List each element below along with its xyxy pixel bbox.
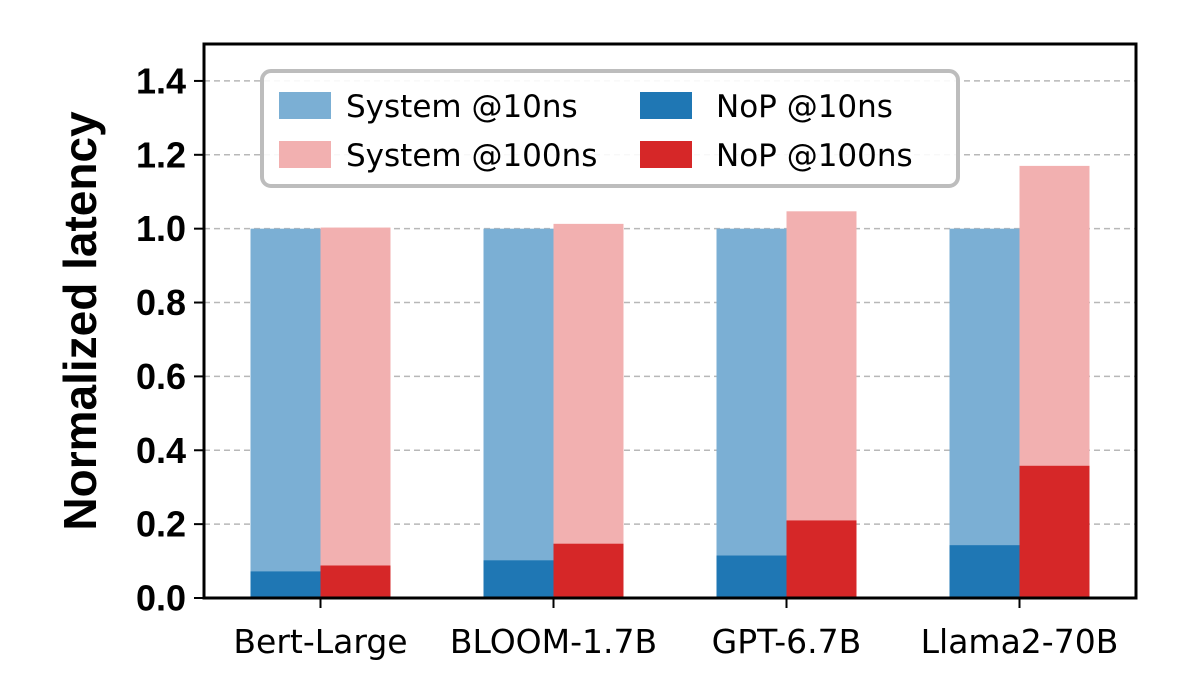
legend-swatch-nop-100ns [640, 141, 692, 168]
legend-label-nop-10ns: NoP @10ns [716, 89, 893, 125]
bar-nop-100ns [553, 543, 624, 598]
y-axis-ticks: 0.0 0.2 0.4 0.6 0.8 1.0 1.2 1.4 [136, 60, 204, 619]
y-tick-label: 1.0 [136, 208, 186, 249]
x-tick-label: Bert-Large [233, 622, 407, 661]
bar-nop-10ns [483, 560, 554, 598]
x-axis-ticks: Bert-Large BLOOM-1.7B GPT-6.7B Llama2-70B [233, 598, 1118, 661]
y-tick-label: 0.8 [136, 282, 186, 323]
bar-nop-100ns [786, 520, 857, 598]
x-tick-label: Llama2-70B [921, 622, 1119, 661]
x-tick-label: BLOOM-1.7B [450, 622, 657, 661]
bar-system-10ns [949, 228, 1020, 598]
y-tick-label: 0.2 [136, 504, 186, 545]
y-tick-label: 1.2 [136, 134, 186, 175]
bar-system-100ns [553, 223, 624, 598]
bar-system-10ns [250, 228, 321, 598]
bars [250, 165, 1090, 599]
x-tick-label: GPT-6.7B [712, 622, 862, 661]
bar-nop-100ns [1019, 465, 1090, 598]
y-tick-label: 1.4 [136, 60, 186, 101]
y-tick-label: 0.0 [136, 578, 186, 619]
bar-nop-10ns [949, 545, 1020, 598]
bar-nop-10ns [250, 571, 321, 598]
y-tick-label: 0.4 [136, 430, 186, 471]
plot-frame [202, 42, 1138, 600]
legend-label-system-100ns: System @100ns [346, 138, 597, 174]
bar-system-10ns [483, 228, 554, 598]
legend: System @10ns System @100ns NoP @10ns NoP… [260, 69, 960, 188]
legend-label-system-10ns: System @10ns [346, 89, 578, 125]
bar-nop-10ns [716, 555, 787, 598]
y-axis-label: Normalized latency [54, 111, 106, 531]
legend-box [260, 69, 960, 188]
legend-label-nop-100ns: NoP @100ns [716, 138, 913, 174]
legend-swatch-system-100ns [279, 141, 331, 168]
legend-swatch-system-10ns [279, 92, 331, 119]
bar-system-10ns [716, 228, 787, 598]
legend-swatch-nop-10ns [640, 92, 692, 119]
y-tick-label: 0.6 [136, 356, 186, 397]
bar-system-100ns [320, 227, 391, 599]
bar-nop-100ns [320, 565, 391, 598]
